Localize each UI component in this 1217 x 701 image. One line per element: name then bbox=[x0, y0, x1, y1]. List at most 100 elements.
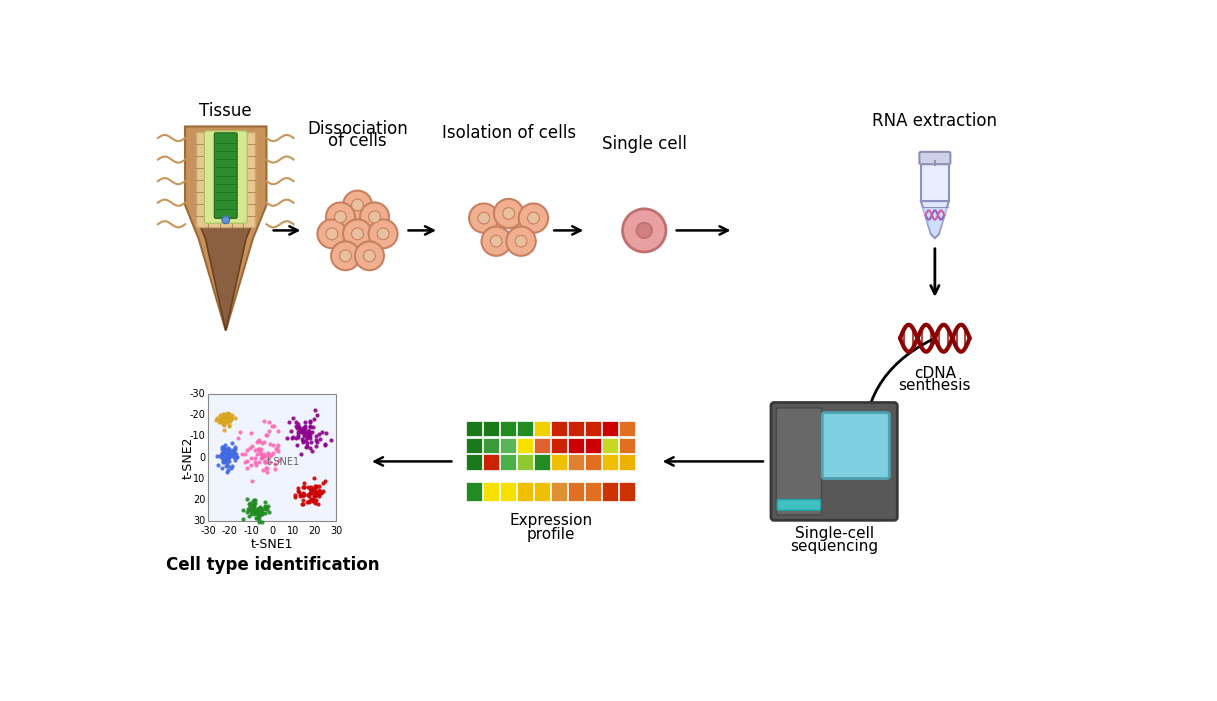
Point bbox=[292, 434, 312, 445]
Point bbox=[251, 504, 270, 515]
Point bbox=[213, 442, 232, 454]
Point bbox=[299, 421, 319, 433]
Point bbox=[301, 488, 320, 499]
Point bbox=[240, 503, 259, 514]
Point bbox=[219, 408, 239, 419]
Point bbox=[308, 488, 327, 499]
Bar bbox=[466, 421, 482, 437]
FancyBboxPatch shape bbox=[778, 500, 820, 510]
Bar bbox=[602, 421, 618, 437]
Point bbox=[245, 506, 264, 517]
Point bbox=[297, 496, 316, 508]
Point bbox=[302, 494, 321, 505]
Text: -10: -10 bbox=[190, 431, 206, 442]
Point bbox=[241, 501, 260, 512]
Point bbox=[221, 446, 241, 457]
Circle shape bbox=[377, 228, 389, 240]
Point bbox=[237, 444, 257, 456]
Circle shape bbox=[326, 228, 338, 240]
Point bbox=[249, 515, 269, 526]
Bar bbox=[483, 437, 499, 454]
Point bbox=[215, 440, 235, 451]
Point bbox=[309, 428, 329, 440]
Point bbox=[241, 509, 260, 520]
Point bbox=[241, 459, 260, 470]
Point bbox=[265, 458, 285, 470]
Point bbox=[209, 451, 229, 462]
Text: sequencing: sequencing bbox=[790, 539, 879, 554]
Point bbox=[247, 508, 267, 519]
Point bbox=[243, 503, 263, 514]
Point bbox=[254, 416, 274, 427]
FancyBboxPatch shape bbox=[776, 408, 821, 515]
Point bbox=[298, 482, 318, 493]
Point bbox=[225, 412, 245, 423]
Point bbox=[237, 507, 257, 518]
Point bbox=[219, 443, 239, 454]
Circle shape bbox=[527, 212, 539, 224]
Point bbox=[219, 416, 239, 427]
Point bbox=[235, 448, 254, 459]
Circle shape bbox=[482, 226, 511, 256]
Bar bbox=[466, 437, 482, 454]
Point bbox=[287, 422, 307, 433]
Point bbox=[307, 409, 326, 421]
Point bbox=[217, 444, 236, 455]
Point bbox=[301, 485, 320, 496]
Point bbox=[312, 487, 331, 498]
Circle shape bbox=[318, 219, 347, 248]
Point bbox=[215, 411, 235, 422]
Bar bbox=[602, 437, 618, 454]
Point bbox=[286, 416, 305, 427]
Point bbox=[307, 481, 326, 492]
Point bbox=[307, 487, 326, 498]
Point bbox=[214, 414, 234, 426]
Point bbox=[215, 414, 235, 425]
Point bbox=[296, 428, 315, 439]
Point bbox=[305, 480, 325, 491]
Point bbox=[249, 510, 269, 522]
Point bbox=[260, 438, 280, 449]
Point bbox=[213, 417, 232, 428]
Point bbox=[249, 435, 269, 447]
Point bbox=[242, 475, 262, 486]
Point bbox=[299, 490, 319, 501]
Point bbox=[257, 450, 276, 461]
Point bbox=[305, 495, 325, 506]
Point bbox=[220, 449, 240, 461]
Bar bbox=[568, 482, 584, 501]
Point bbox=[209, 416, 229, 428]
Point bbox=[213, 414, 232, 425]
Point bbox=[301, 433, 320, 444]
Point bbox=[314, 486, 333, 497]
Point bbox=[295, 416, 314, 427]
Point bbox=[301, 421, 320, 432]
Point bbox=[301, 416, 320, 428]
Text: RNA extraction: RNA extraction bbox=[873, 112, 998, 130]
Point bbox=[218, 415, 237, 426]
Point bbox=[293, 489, 313, 501]
Point bbox=[239, 498, 258, 509]
Point bbox=[245, 506, 264, 517]
Point bbox=[220, 455, 240, 466]
Point bbox=[297, 437, 316, 449]
Point bbox=[307, 430, 326, 442]
Point bbox=[218, 410, 237, 421]
Point bbox=[251, 508, 270, 519]
Point bbox=[256, 502, 275, 513]
Point bbox=[280, 416, 299, 428]
Point bbox=[219, 446, 239, 457]
Point bbox=[226, 451, 246, 463]
Point bbox=[246, 456, 265, 468]
Point bbox=[249, 503, 269, 515]
Point bbox=[219, 452, 239, 463]
Point bbox=[248, 504, 268, 515]
Circle shape bbox=[335, 211, 347, 223]
FancyBboxPatch shape bbox=[919, 152, 950, 164]
Bar bbox=[551, 421, 567, 437]
Point bbox=[220, 415, 240, 426]
Bar bbox=[619, 437, 635, 454]
Point bbox=[241, 504, 260, 515]
Text: t-SNE2: t-SNE2 bbox=[181, 436, 195, 479]
Text: 10: 10 bbox=[194, 474, 206, 484]
